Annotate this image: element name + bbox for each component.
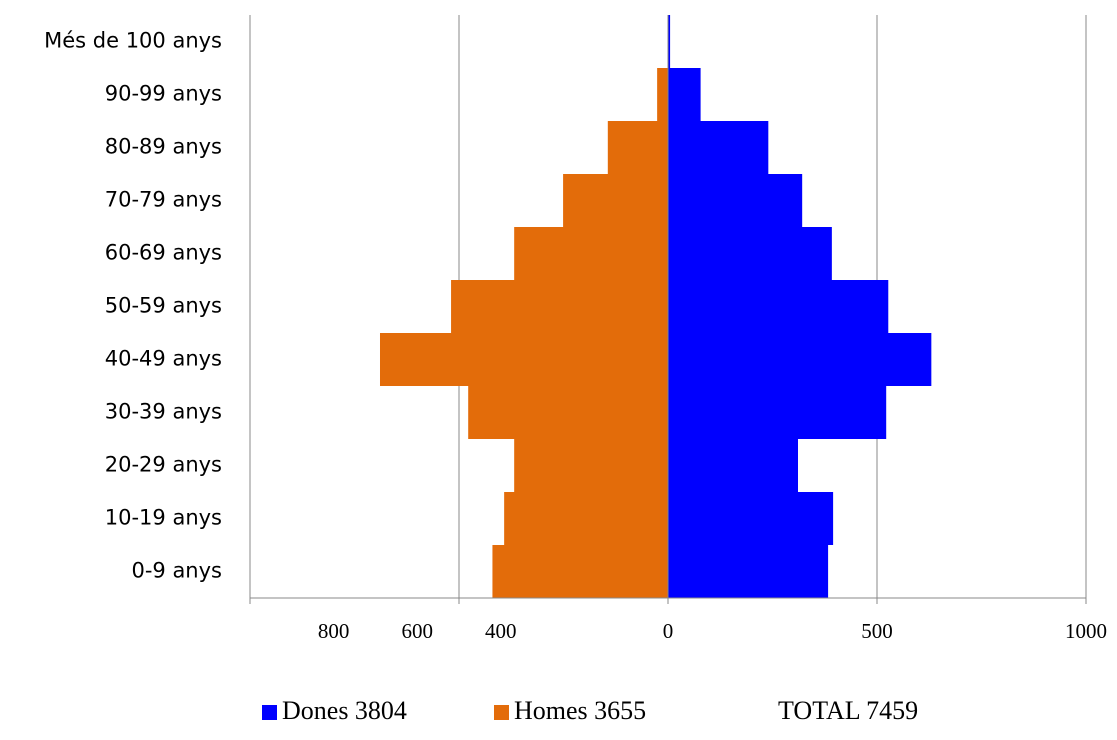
bar: [668, 121, 769, 174]
y-tick-label: 60-69 anys: [105, 241, 222, 265]
y-tick-label: 30-39 anys: [105, 400, 222, 424]
legend-label: Dones 3804: [282, 696, 407, 725]
bar: [668, 68, 701, 121]
bar: [607, 121, 668, 174]
legend-label: Homes 3655: [514, 696, 646, 725]
x-tick-label: 400: [485, 619, 517, 643]
bar: [514, 439, 668, 492]
bar: [657, 68, 668, 121]
total-annotation: TOTAL 7459: [778, 696, 918, 725]
x-tick-label: 800: [318, 619, 350, 643]
x-tick-label: 500: [861, 619, 893, 643]
bar: [379, 333, 668, 386]
y-tick-label: 50-59 anys: [105, 294, 222, 318]
bar: [668, 280, 889, 333]
y-tick-label: 10-19 anys: [105, 506, 222, 530]
bar: [504, 492, 668, 545]
y-tick-label: 70-79 anys: [105, 188, 222, 212]
bar: [451, 280, 668, 333]
x-tick-label: 0: [663, 619, 674, 643]
y-tick-label: 0-9 anys: [131, 559, 222, 583]
bar: [668, 174, 803, 227]
bar: [492, 545, 668, 598]
y-tick-label: 90-99 anys: [105, 82, 222, 106]
bar: [668, 227, 832, 280]
bar: [468, 386, 668, 439]
y-tick-label: 80-89 anys: [105, 135, 222, 159]
x-tick-label: 600: [401, 619, 433, 643]
bar: [668, 492, 834, 545]
y-tick-label: Més de 100 anys: [44, 29, 222, 53]
x-tick-label: 1000: [1065, 619, 1107, 643]
y-tick-label: 40-49 anys: [105, 347, 222, 371]
bar: [668, 15, 671, 68]
bar: [668, 545, 829, 598]
legend-swatch: [262, 705, 277, 720]
bar: [668, 386, 887, 439]
bar: [563, 174, 668, 227]
bar: [668, 439, 798, 492]
legend-swatch: [494, 705, 509, 720]
bar: [668, 333, 932, 386]
bar: [514, 227, 668, 280]
y-tick-label: 20-29 anys: [105, 453, 222, 477]
